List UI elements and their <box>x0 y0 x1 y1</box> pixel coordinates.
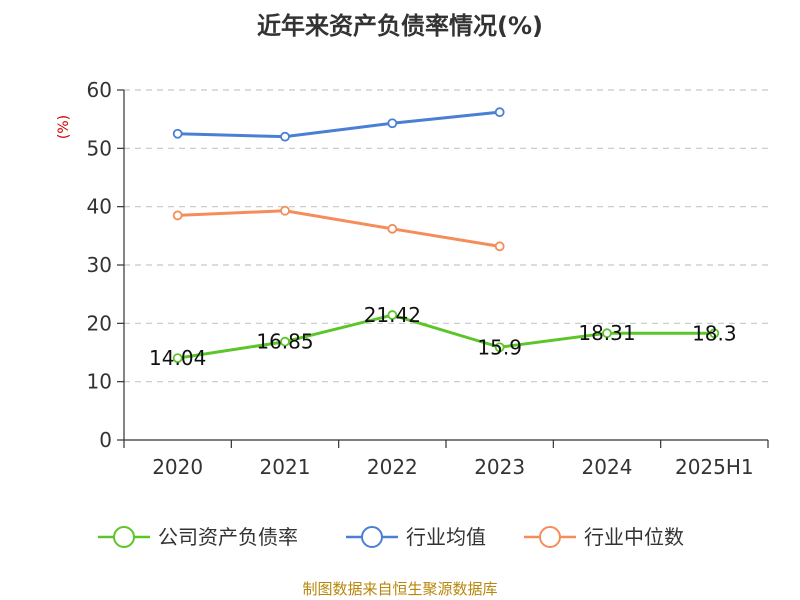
source-note: 制图数据来自恒生聚源数据库 <box>302 580 497 598</box>
y-axis-label: (%) <box>56 115 72 139</box>
y-tick-label: 20 <box>87 311 112 335</box>
series-line <box>177 209 500 248</box>
data-labels: 14.04 16.85 21.42 15.9 18.31 18.3 <box>149 303 737 370</box>
y-tick-label: 0 <box>99 428 112 452</box>
data-point <box>602 328 612 339</box>
data-point <box>280 336 290 347</box>
series-layer <box>172 107 720 364</box>
x-tick-label: 2022 <box>367 455 418 479</box>
x-tick-label: 2025H1 <box>675 455 754 479</box>
data-point <box>494 107 505 118</box>
data-point <box>494 342 505 353</box>
legend-marker <box>113 526 135 548</box>
data-label: 18.3 <box>692 321 737 345</box>
data-point <box>280 131 290 142</box>
legend-marker <box>539 526 561 548</box>
legend-item: 行业中位数 <box>524 525 684 549</box>
legend-label: 行业均值 <box>406 525 486 549</box>
x-tick-label: 2024 <box>582 455 633 479</box>
legend: 公司资产负债率 行业均值 行业中位数 <box>98 525 684 549</box>
x-tick-label: 2023 <box>474 455 525 479</box>
data-point <box>280 205 290 216</box>
data-point <box>387 310 398 320</box>
data-point <box>172 353 183 364</box>
data-point <box>709 328 720 339</box>
y-tick-label: 40 <box>87 195 112 219</box>
y-tick-label: 30 <box>87 253 112 277</box>
x-tick-label: 2021 <box>260 455 311 479</box>
data-label: 16.85 <box>256 330 313 354</box>
data-label: 15.9 <box>477 335 522 359</box>
axes: 0 10 20 30 40 50 60 2020 2021 2022 2023 2024 2025H1 <box>87 78 769 479</box>
legend-marker <box>361 526 383 548</box>
data-label: 21.42 <box>364 303 421 327</box>
chart-title: 近年来资产负债率情况(%) <box>257 12 543 40</box>
y-tick-label: 60 <box>87 78 112 102</box>
grid-lines <box>124 89 768 383</box>
legend-item: 行业均值 <box>346 525 486 549</box>
series-line <box>177 313 715 360</box>
x-tick-label: 2020 <box>152 455 203 479</box>
legend-item: 公司资产负债率 <box>98 525 298 549</box>
data-label: 18.31 <box>578 321 635 345</box>
data-point <box>494 241 505 252</box>
data-point <box>172 210 183 221</box>
legend-label: 行业中位数 <box>584 525 684 549</box>
data-point <box>387 118 398 129</box>
series-line <box>177 110 500 139</box>
data-label: 14.04 <box>149 346 206 370</box>
y-tick-label: 50 <box>87 136 112 160</box>
legend-label: 公司资产负债率 <box>158 525 298 549</box>
y-tick-label: 10 <box>87 370 112 394</box>
data-point <box>387 223 398 234</box>
data-point <box>172 128 183 139</box>
